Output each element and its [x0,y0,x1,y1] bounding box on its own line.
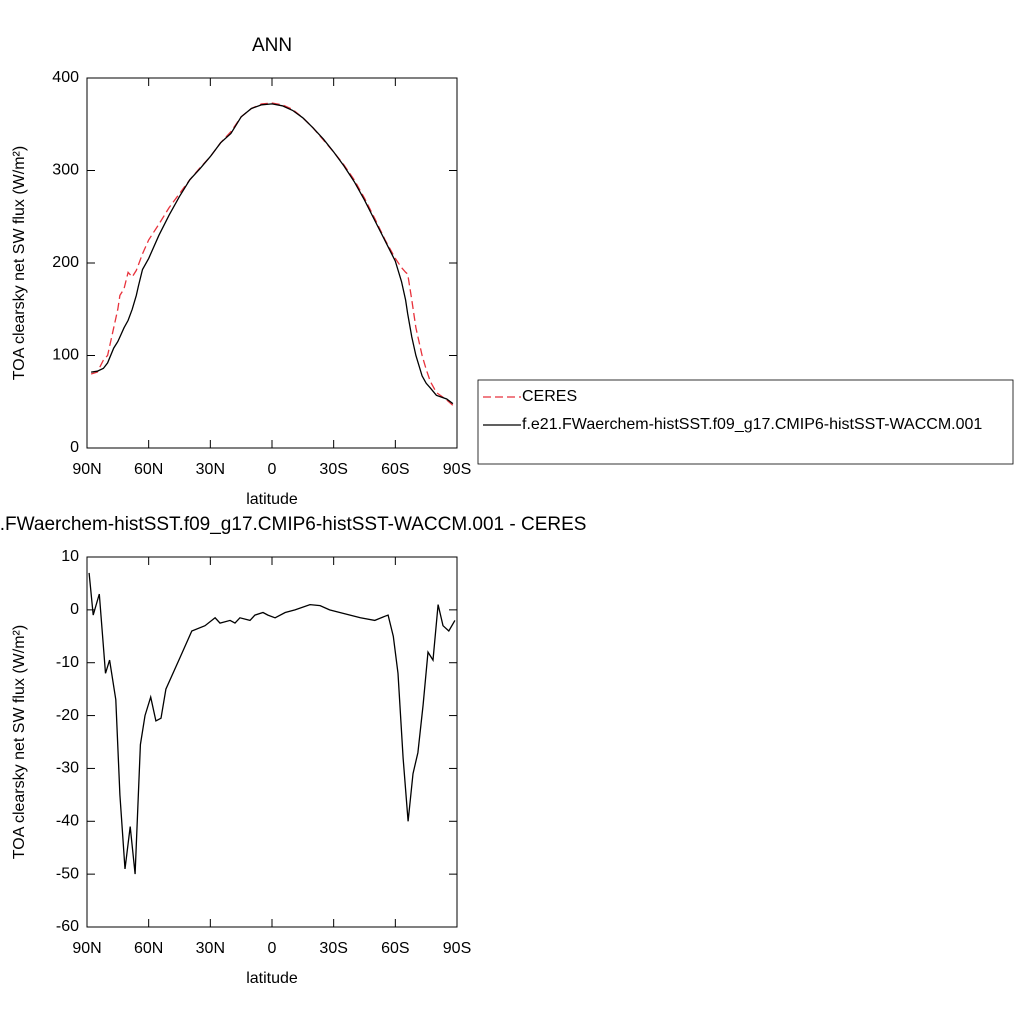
chart-title: ANN [252,35,292,56]
x-tick-label: 90N [72,940,101,957]
y-tick-label: -40 [56,813,79,830]
x-tick-label: 60S [381,940,409,957]
x-tick-label: 0 [268,940,277,957]
data-line [88,572,456,875]
y-axis-label: TOA clearsky net SW flux (W/m²) [11,625,28,859]
x-tick-label: 30S [319,461,347,478]
y-tick-label: 0 [70,601,79,618]
y-tick-label: -30 [56,760,79,777]
x-tick-label: 90N [72,461,101,478]
legend-box [477,379,1014,465]
y-tick-label: 100 [52,347,79,364]
data-line [91,103,454,405]
x-axis-label: latitude [246,970,298,987]
x-tick-label: 60S [381,461,409,478]
x-tick-label: 30N [196,940,225,957]
y-tick-label: -20 [56,707,79,724]
x-tick-label: 60N [134,461,163,478]
plot-frame [86,77,458,449]
y-tick-label: -10 [56,654,79,671]
x-tick-label: 90S [443,461,471,478]
y-tick-label: 0 [70,439,79,456]
y-tick-label: 300 [52,162,79,179]
y-axis-label: TOA clearsky net SW flux (W/m²) [11,146,28,380]
x-axis-label: latitude [246,491,298,508]
y-tick-label: -60 [56,918,79,935]
x-tick-label: 90S [443,940,471,957]
x-tick-label: 0 [268,461,277,478]
y-tick-label: -50 [56,865,79,882]
legend-label: f.e21.FWaerchem-histSST.f09_g17.CMIP6-hi… [522,416,982,433]
x-tick-label: 60N [134,940,163,957]
y-tick-label: 400 [52,69,79,86]
y-tick-label: 10 [61,548,79,565]
y-tick-label: 200 [52,254,79,271]
legend-label: CERES [522,388,577,405]
x-tick-label: 30N [196,461,225,478]
chart-title: f.e21.FWaerchem-histSST.f09_g17.CMIP6-hi… [0,514,586,535]
x-tick-label: 30S [319,940,347,957]
data-line [90,102,454,406]
